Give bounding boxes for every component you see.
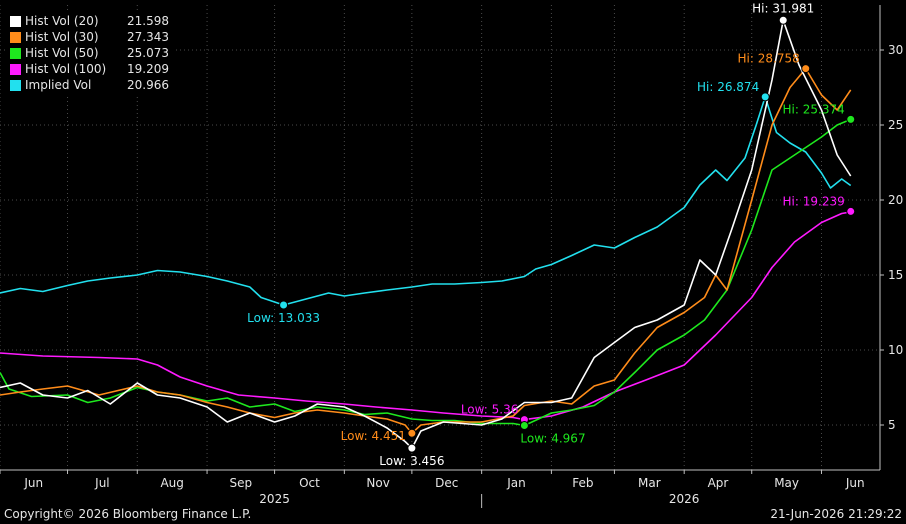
- timestamp-text: 21-Jun-2026 21:29:22: [770, 507, 902, 521]
- extreme-label: Low: 4.967: [520, 431, 585, 445]
- x-tick-label: Jun: [23, 476, 43, 490]
- extreme-marker: [801, 64, 811, 74]
- y-tick-label: 5: [888, 418, 896, 432]
- legend-value: 20.966: [127, 78, 169, 92]
- extreme-label: Low: 13.033: [247, 311, 320, 325]
- legend-swatch: [10, 15, 21, 27]
- legend-item-hv30: Hist Vol (30) 27.343: [10, 29, 169, 45]
- legend-value: 25.073: [127, 46, 169, 60]
- x-tick-label: May: [774, 476, 799, 490]
- legend-value: 19.209: [127, 62, 169, 76]
- extreme-marker: [778, 15, 788, 25]
- grid-lines: [0, 5, 880, 470]
- x-tick-label: Sep: [230, 476, 253, 490]
- x-tick-label: Oct: [299, 476, 320, 490]
- extreme-label: Low: 5.36: [461, 403, 519, 417]
- year-label: 2026: [669, 492, 700, 506]
- extreme-label: Hi: 26.874: [697, 80, 759, 94]
- legend-item-hv20: Hist Vol (20) 21.598: [10, 13, 169, 29]
- x-tick-label: Dec: [435, 476, 458, 490]
- extreme-label: Hi: 25.374: [783, 102, 845, 116]
- legend-value: 21.598: [127, 14, 169, 28]
- legend: Hist Vol (20) 21.598 Hist Vol (30) 27.34…: [8, 11, 173, 96]
- year-label: 2025: [259, 492, 290, 506]
- legend-swatch: [10, 31, 21, 43]
- extreme-marker: [279, 300, 289, 310]
- y-tick-label: 20: [888, 193, 903, 207]
- x-tick-label: Apr: [708, 476, 729, 490]
- legend-value: 27.343: [127, 30, 169, 44]
- x-tick-label: Mar: [638, 476, 661, 490]
- extreme-marker: [846, 114, 856, 124]
- extreme-label: Low: 4.451: [341, 429, 406, 443]
- legend-swatch: [10, 63, 21, 75]
- legend-item-hv50: Hist Vol (50) 25.073: [10, 45, 169, 61]
- y-tick-label: 10: [888, 343, 903, 357]
- legend-swatch: [10, 79, 21, 91]
- x-tick-label: Jan: [506, 476, 526, 490]
- copyright-text: Copyright© 2026 Bloomberg Finance L.P.: [4, 507, 252, 521]
- legend-name: Hist Vol (30): [25, 30, 99, 44]
- extreme-marker: [760, 92, 770, 102]
- y-tick-label: 15: [888, 268, 903, 282]
- extreme-label: Low: 3.456: [379, 454, 444, 468]
- y-tick-label: 25: [888, 118, 903, 132]
- series-line-hist-vol-100: [0, 211, 851, 421]
- series-lines: [0, 19, 852, 450]
- x-tick-label: Jul: [94, 476, 109, 490]
- legend-item-hv100: Hist Vol (100) 19.209: [10, 61, 169, 77]
- extreme-marker: [519, 420, 529, 430]
- legend-name: Hist Vol (100): [25, 62, 107, 76]
- extreme-label: Hi: 31.981: [752, 1, 814, 15]
- series-line-hist-vol-20: [0, 19, 852, 450]
- extreme-marker: [407, 443, 417, 453]
- legend-name: Hist Vol (50): [25, 46, 99, 60]
- x-tick-label: Nov: [366, 476, 389, 490]
- extreme-label: Hi: 28.758: [738, 52, 800, 66]
- legend-item-implied: Implied Vol 20.966: [10, 77, 169, 93]
- series-line-implied-vol: [0, 96, 852, 306]
- extreme-marker: [846, 206, 856, 216]
- legend-name: Implied Vol: [25, 78, 92, 92]
- x-tick-label: Feb: [572, 476, 593, 490]
- series-line-hist-vol-50: [0, 118, 852, 427]
- extreme-marker: [407, 428, 417, 438]
- x-tick-label: Aug: [160, 476, 183, 490]
- x-tick-label: Jun: [845, 476, 865, 490]
- legend-swatch: [10, 47, 21, 59]
- legend-name: Hist Vol (20): [25, 14, 99, 28]
- annotations: Low: 13.033 Low: 4.451 Low: 3.456 Low: 5.36…: [247, 1, 856, 468]
- y-tick-label: 30: [888, 43, 903, 57]
- extreme-label: Hi: 19.239: [783, 194, 845, 208]
